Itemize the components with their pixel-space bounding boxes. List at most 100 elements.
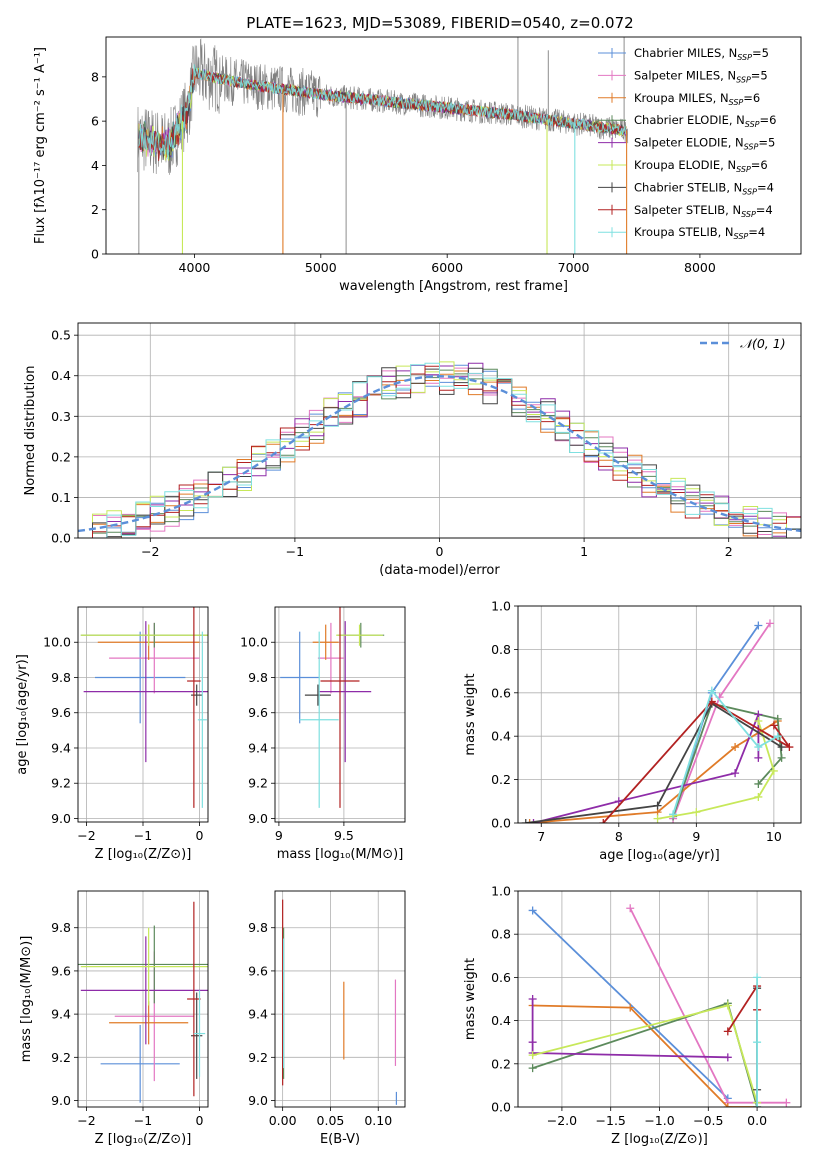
legend-label-chabrier_elodie: Chabrier ELODIE, NSSP=6 [634,113,776,129]
axes-frame [77,890,209,1108]
y-tick-label: 0.4 [491,1013,511,1028]
model-spectrum-kroupa_stelib [138,64,627,160]
y-tick-label: 9.0 [248,1093,268,1108]
x-tick-label: 4000 [179,260,211,275]
x-tick-label: −2 [141,544,159,559]
weight-point-kroupa_stelib [754,743,763,752]
y-tick-label: 0.8 [491,927,511,942]
weight-point-kroupa_stelib [773,732,782,741]
errorbars [80,607,208,808]
y-axis-label: Normed distribution [23,366,38,496]
y-tick-label: 6 [91,114,99,129]
weight-point-chabrier_elodie [777,753,786,762]
weight-point-kroupa_stelib [707,686,716,695]
weight-point-kroupa_miles [723,1103,732,1107]
y-tick-label: 2 [91,202,99,217]
model-spectrum-kroupa_elodie [138,67,627,161]
y-tick-label: 9.8 [51,670,71,685]
errorbars [282,899,397,1105]
y-tick-label: 9.0 [51,811,71,826]
weight-point-salpeter_stelib [723,1027,732,1036]
weight-point-kroupa_stelib [669,810,678,819]
weight-point-chabrier_elodie [528,1064,537,1073]
legend-label-normal: 𝒩(0, 1) [740,336,786,351]
weight-point-salpeter_stelib [599,819,608,823]
y-tick-label: 0.1 [51,490,71,505]
weight-series-chabrier_stelib [525,702,783,823]
legend-label-kroupa_miles: Kroupa MILES, NSSP=6 [634,91,760,107]
weight-series-kroupa_miles [529,720,779,823]
weight-point-salpeter_elodie [731,769,740,778]
x-axis-label: age [log₁₀(age/yr)] [599,848,720,863]
x-tick-label: 1 [580,544,588,559]
y-tick-label: 0.6 [491,685,511,700]
weight-series-kroupa_miles [532,1004,758,1107]
y-tick-label: 9.6 [51,963,71,978]
y-tick-label: 9.4 [51,740,71,755]
x-tick-label: 2 [725,544,733,559]
weight-point-kroupa_elodie [653,814,662,823]
y-tick-label: 9.6 [51,705,71,720]
x-tick-label: −1 [134,828,152,843]
y-tick-label: 8 [91,69,99,84]
y-tick-label: 4 [91,158,99,173]
weight-point-salpeter_miles [782,1098,791,1107]
weight-point-salpeter_miles [626,904,635,913]
panel-mass_vs_Z: −2 −1 0 9.0 9.2 9.4 9.6 9.8 Z [log₁₀(Z/Z⊙)] mass … [19,890,209,1147]
weight-point-chabrier_stelib [521,819,530,823]
y-tick-label: 9.8 [248,670,268,685]
weight-point-kroupa_miles [626,1003,635,1012]
plot-area [106,37,801,254]
y-tick-label: 9.8 [51,920,71,935]
panel-residuals: −2 −1 0 1 2 0.0 0.1 0.2 0.3 0.4 0.5 (data-model)/er… [23,322,802,578]
weight-series-salpeter_elodie [531,999,728,1059]
x-axis-label: mass [log₁₀(M/M⊙)] [277,847,404,862]
weight-point-salpeter_elodie [528,995,537,1003]
y-tick-label: 9.2 [248,776,268,791]
y-axis-label: mass weight [463,673,478,755]
x-tick-label: 9 [692,829,700,844]
panel-weight_vs_age: 7 8 9 10 0.0 0.2 0.4 0.6 0.8 1.0 age [log₁₀(age/yr… [463,599,802,863]
x-tick-label: 8000 [684,260,716,275]
weight-point-kroupa_elodie [754,717,763,726]
axes-frame [274,606,406,823]
weight-point-kroupa_elodie [692,808,701,817]
spectrum-legend: Chabrier MILES, NSSP=5 Salpeter MILES, NS… [598,46,776,241]
y-axis-label: Flux [fλ10⁻¹⁷ erg cm⁻² s⁻¹ A⁻¹] [33,47,48,244]
y-tick-label: 9.4 [51,1007,71,1022]
y-tick-label: 9.2 [51,776,71,791]
y-tick-label: 0.0 [51,531,71,546]
axes-frame [517,605,802,824]
weight-point-salpeter_elodie [723,1053,732,1062]
x-tick-label: 7 [537,829,545,844]
panel-age_vs_Z: −2 −1 0 9.0 9.2 9.4 9.6 9.8 10.0 Z [log₁₀(Z/Z⊙)] a… [15,606,209,862]
y-tick-label: 0.5 [51,328,71,343]
x-tick-label: 9.5 [334,828,354,843]
y-tick-label: 9.0 [51,1093,71,1108]
axes-frame [105,36,802,255]
weight-point-chabrier_miles [528,906,537,915]
weight-point-chabrier_elodie [754,779,763,788]
x-tick-label: 9 [275,828,283,843]
plot-area [275,891,405,1107]
legend-label-salpeter_elodie: Salpeter ELODIE, NSSP=5 [634,136,775,152]
weight-point-chabrier_stelib [653,801,662,810]
axes-frame [77,606,209,823]
y-tick-label: 9.4 [248,740,268,755]
weight-point-kroupa_elodie [723,1001,732,1010]
y-tick-label: 0.0 [491,1100,511,1115]
axes-frame [274,890,406,1108]
panel-spectrum: 4000 5000 6000 7000 8000 0 2 4 6 8 wavelength [Ang… [33,36,802,294]
y-tick-label: 0.2 [51,449,71,464]
panel-mass_vs_ebv: 0.00 0.05 0.10 9.0 9.2 9.4 9.6 9.8 E(B-V) [248,890,406,1147]
x-tick-label: 7000 [558,260,590,275]
x-tick-label: 0.05 [317,1113,345,1128]
normal-pdf-line [78,374,801,533]
x-tick-label: −2 [77,828,95,843]
weight-point-kroupa_stelib [753,973,762,982]
weight-point-salpeter_stelib [785,743,794,752]
x-tick-label: −1 [134,1113,152,1128]
weight-point-kroupa_elodie [754,792,763,801]
y-tick-label: 0.4 [51,368,71,383]
